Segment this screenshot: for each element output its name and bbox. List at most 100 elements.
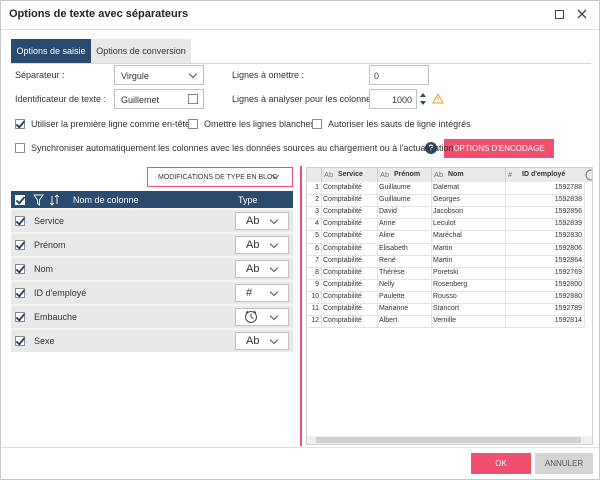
label: Lignes à analyser pour les colonnes: bbox=[232, 94, 379, 104]
splitter[interactable] bbox=[300, 166, 302, 446]
column-checkbox[interactable] bbox=[15, 288, 25, 298]
number-cell: 4 bbox=[315, 220, 319, 228]
select-value: Guillemet bbox=[121, 95, 160, 105]
header-name: ID d'employé bbox=[522, 171, 566, 178]
number-cell: 1592856 bbox=[554, 208, 582, 216]
text-cell: Paulette bbox=[379, 292, 405, 300]
cell-divider bbox=[505, 266, 506, 279]
cell-divider bbox=[431, 206, 432, 219]
select-all-checkbox[interactable] bbox=[15, 195, 25, 205]
header-name: Nom bbox=[448, 171, 464, 178]
column-row bbox=[11, 306, 293, 328]
column-row bbox=[11, 282, 293, 304]
cell-divider bbox=[505, 194, 506, 207]
dialog-title: Options de texte avec séparateurs bbox=[9, 8, 189, 20]
footer-line bbox=[1, 447, 599, 448]
scan-input[interactable]: 1000 bbox=[369, 89, 417, 109]
skip-input[interactable]: 0 bbox=[369, 65, 429, 85]
checkbox-label: Omettre les lignes blanches bbox=[204, 119, 316, 129]
cell-divider bbox=[431, 230, 432, 243]
cell-divider bbox=[584, 315, 585, 328]
number-cell: 7 bbox=[315, 256, 319, 264]
number-cell: 1592788 bbox=[554, 184, 582, 191]
cell-divider bbox=[505, 278, 506, 291]
cell-divider bbox=[431, 290, 432, 303]
cell-divider bbox=[431, 315, 432, 328]
text-id-select[interactable]: Guillemet bbox=[114, 89, 204, 109]
cell-divider bbox=[505, 303, 506, 316]
encoding-button[interactable]: OPTIONS D'ENCODAGE bbox=[444, 139, 554, 158]
row-line bbox=[307, 290, 584, 292]
column-name: Nom bbox=[34, 264, 54, 274]
cell-divider bbox=[584, 206, 585, 219]
column-type-header: Type bbox=[238, 195, 258, 205]
separator-select[interactable]: Virgule bbox=[114, 65, 204, 85]
help-icon[interactable]: ? bbox=[425, 142, 437, 154]
ok-button[interactable]: OK bbox=[471, 453, 531, 474]
bulk-type-button[interactable]: MODIFICATIONS DE TYPE EN BLOC bbox=[147, 167, 293, 187]
type-value: Ab bbox=[246, 263, 260, 275]
chevron bbox=[188, 69, 198, 79]
column-checkbox[interactable] bbox=[15, 216, 25, 226]
column-checkbox[interactable] bbox=[15, 336, 25, 346]
warning-icon bbox=[432, 93, 444, 104]
text-cell: Stancort bbox=[433, 305, 460, 312]
column-checkbox[interactable] bbox=[15, 312, 25, 322]
number-cell: 1592838 bbox=[554, 196, 582, 204]
row-line bbox=[307, 278, 584, 280]
number-cell: 1592806 bbox=[554, 244, 582, 252]
cell-divider bbox=[377, 206, 378, 219]
cell-divider bbox=[505, 206, 506, 219]
column-row bbox=[11, 330, 293, 352]
tab[interactable]: Options de conversion bbox=[91, 39, 191, 63]
tab-active[interactable]: Options de saisie bbox=[11, 39, 91, 63]
type-select[interactable] bbox=[235, 212, 289, 230]
number-cell: 12 bbox=[311, 317, 319, 325]
maximize-button[interactable] bbox=[555, 10, 564, 19]
cell-divider bbox=[377, 303, 378, 316]
text-cell: Maréchal bbox=[433, 232, 462, 240]
header-name: Service bbox=[338, 171, 363, 178]
checkbox[interactable] bbox=[188, 119, 198, 129]
cell-divider bbox=[321, 242, 322, 255]
cell-divider bbox=[431, 303, 432, 316]
spinner[interactable] bbox=[419, 91, 427, 107]
text-cell: Comptabilité bbox=[323, 196, 362, 204]
cell-divider bbox=[377, 315, 378, 328]
checkbox-label: Autoriser les sauts de ligne intégrés bbox=[328, 119, 471, 129]
text-cell: Albert bbox=[379, 317, 398, 325]
checkbox[interactable] bbox=[312, 119, 322, 129]
text-cell: Comptabilité bbox=[323, 232, 362, 240]
cell-divider bbox=[321, 194, 322, 207]
type-select[interactable] bbox=[235, 284, 289, 302]
cell-divider bbox=[377, 278, 378, 291]
checkbox[interactable] bbox=[188, 94, 198, 104]
text-cell: Comptabilité bbox=[323, 244, 362, 252]
cancel-button[interactable]: ANNULER bbox=[535, 453, 593, 474]
type-select[interactable] bbox=[235, 236, 289, 254]
header-type: Ab bbox=[324, 170, 334, 179]
row-line bbox=[307, 194, 584, 196]
text-cell: Elisabeth bbox=[379, 244, 408, 252]
cell-divider bbox=[584, 254, 585, 267]
input-value: 1000 bbox=[391, 95, 412, 105]
row-line bbox=[307, 218, 584, 220]
text-cell: David bbox=[379, 208, 397, 216]
cell-divider bbox=[431, 254, 432, 267]
checkbox[interactable] bbox=[15, 143, 25, 153]
column-checkbox[interactable] bbox=[15, 240, 25, 250]
text-cell: Comptabilité bbox=[323, 268, 362, 276]
row-line bbox=[307, 315, 584, 317]
column-name: ID d'employé bbox=[34, 288, 87, 298]
text-cell: Jacobson bbox=[433, 208, 463, 216]
number-cell: 1592839 bbox=[554, 220, 582, 228]
title-separator bbox=[1, 29, 599, 30]
column-checkbox[interactable] bbox=[15, 264, 25, 274]
checkbox[interactable] bbox=[15, 119, 25, 129]
type-select[interactable] bbox=[235, 260, 289, 278]
filter-sort-icons[interactable] bbox=[33, 194, 63, 206]
type-select[interactable] bbox=[235, 332, 289, 350]
close-button[interactable] bbox=[577, 9, 587, 19]
number-cell: 3 bbox=[315, 208, 319, 216]
scroll-thumb[interactable] bbox=[316, 437, 581, 443]
